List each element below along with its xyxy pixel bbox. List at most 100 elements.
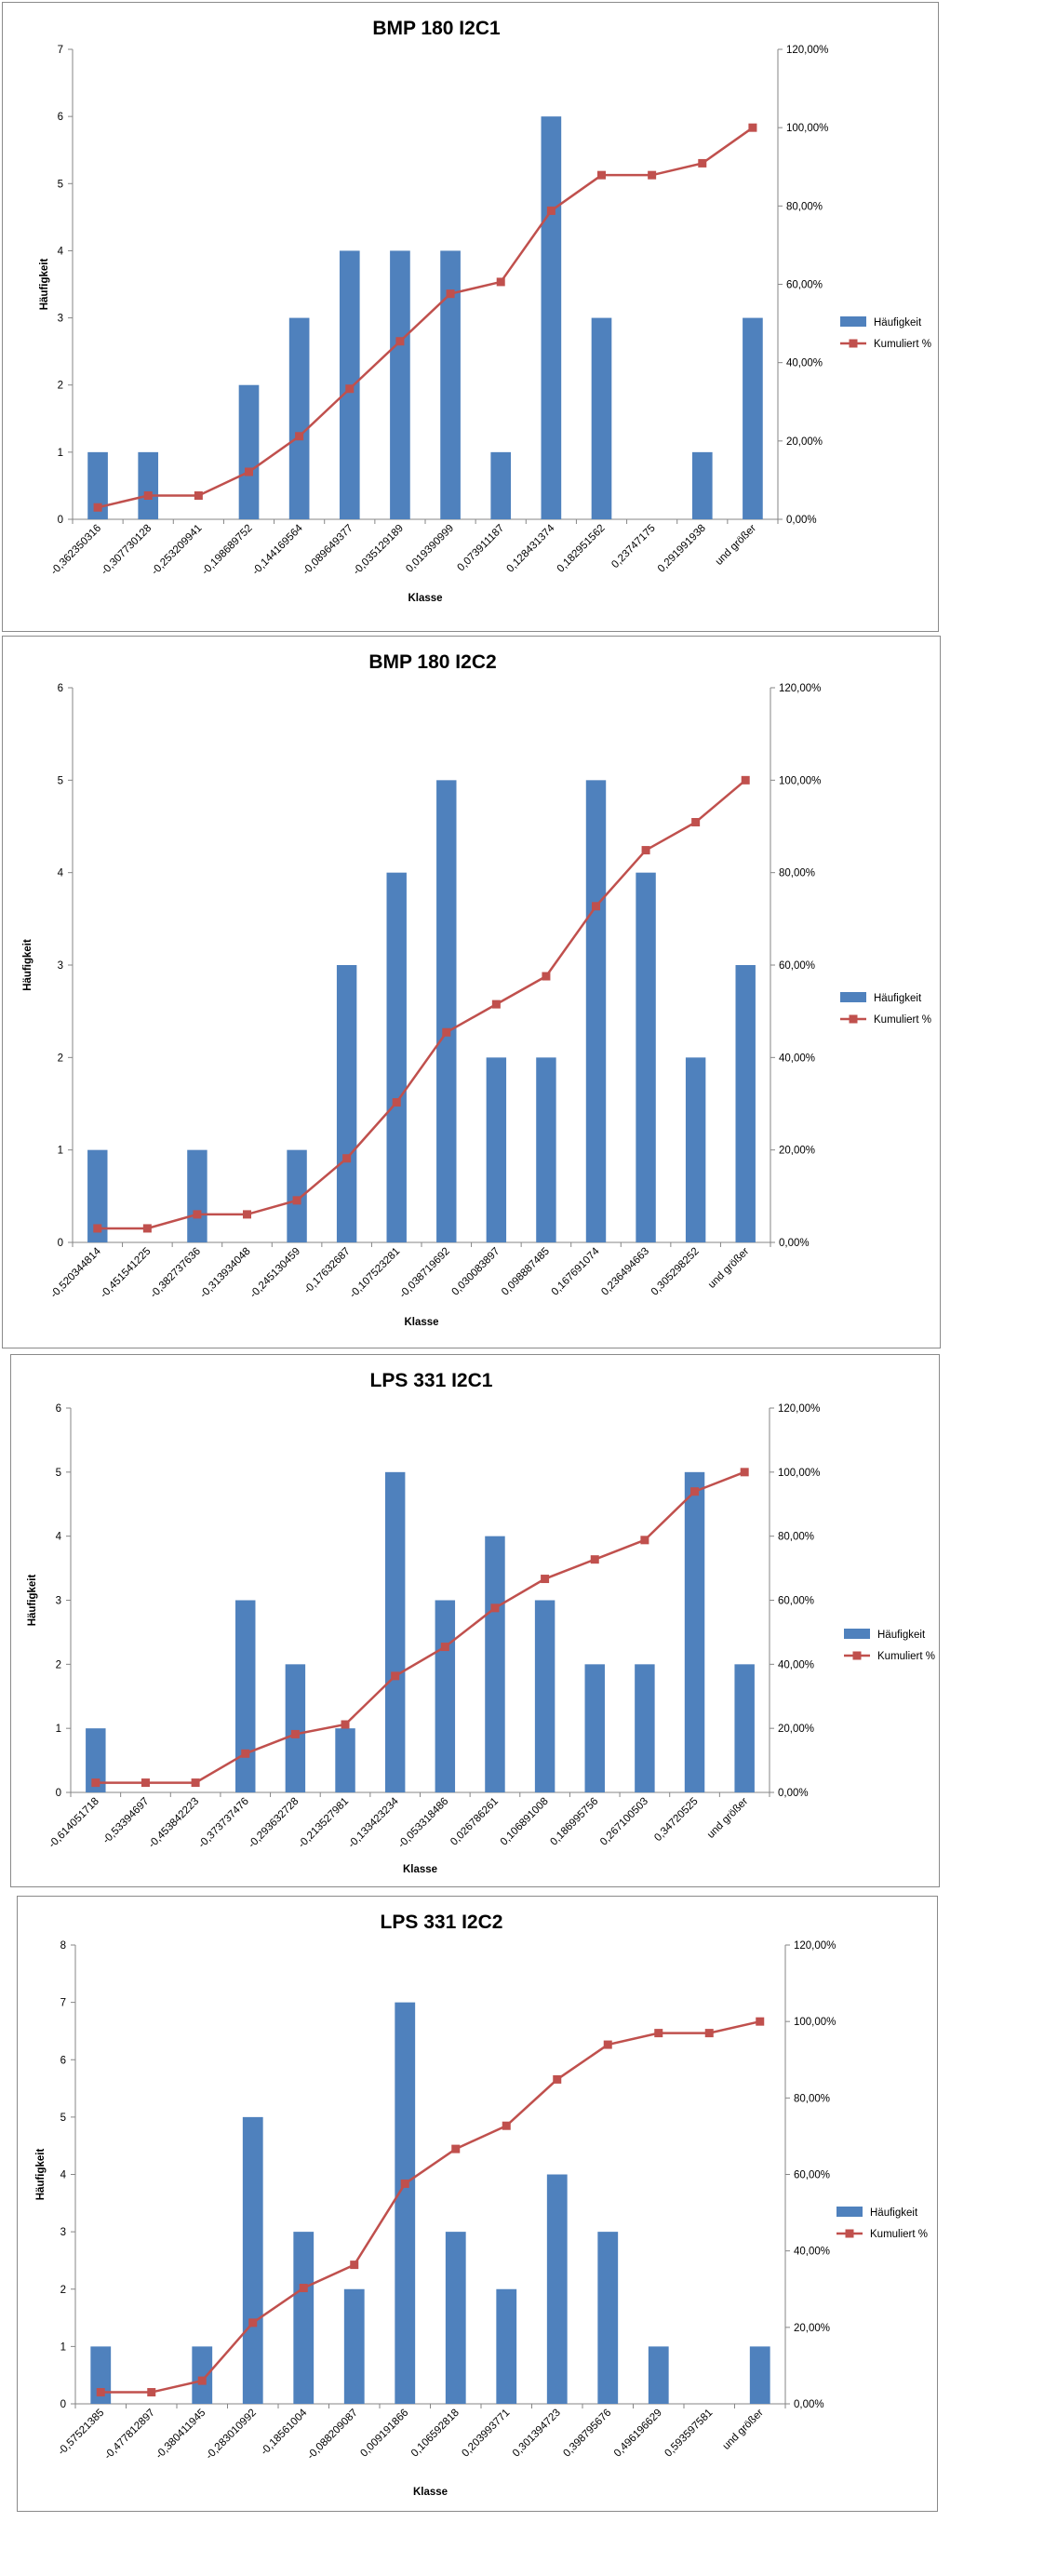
x-tick-label: 0,203993771 <box>460 2408 512 2460</box>
y2-tick-label: 80,00% <box>779 868 815 879</box>
y2-tick-label: 80,00% <box>778 1532 814 1543</box>
legend-label-kumuliert: Kumuliert % <box>870 2229 928 2240</box>
y-tick-label: 3 <box>60 2227 66 2238</box>
x-tick-label: 0,019390999 <box>404 523 456 575</box>
x-tick-label: -0,307730128 <box>100 523 154 578</box>
x-tick-label: -0,245130459 <box>248 1246 303 1301</box>
x-tick-label: -0,089649377 <box>301 523 355 578</box>
y2-tick-label: 120,00% <box>779 683 821 694</box>
legend-swatch-haeufigkeit <box>840 992 866 1002</box>
bar-haeufigkeit <box>749 2346 770 2404</box>
y-tick-label: 5 <box>60 2113 66 2124</box>
y-tick-label: 4 <box>58 246 64 257</box>
line-marker-kumuliert <box>648 170 657 180</box>
legend-marker-kumuliert <box>852 1651 862 1660</box>
legend-label-kumuliert: Kumuliert % <box>874 1014 931 1026</box>
x-tick-label: 0,236494663 <box>599 1246 651 1298</box>
bar-haeufigkeit <box>87 451 108 519</box>
line-kumuliert <box>97 127 754 509</box>
y-tick-label: 3 <box>58 314 63 325</box>
legend-label-haeufigkeit: Häufigkeit <box>877 1630 926 1641</box>
y2-tick-label: 20,00% <box>794 2323 830 2334</box>
line-marker-kumuliert <box>299 2284 308 2293</box>
legend-marker-kumuliert <box>849 339 858 348</box>
x-tick-label: -0,293632728 <box>247 1796 301 1851</box>
y-tick-label: 3 <box>58 960 63 972</box>
x-tick-label: -0,198689752 <box>200 523 255 578</box>
y-tick-label: 6 <box>58 112 63 123</box>
chart-lps331-i2c2: LPS 331 I2C20123456780,00%20,00%40,00%60… <box>35 1912 928 2498</box>
line-marker-kumuliert <box>395 337 405 346</box>
legend-label-haeufigkeit: Häufigkeit <box>874 993 922 1004</box>
y-tick-label: 6 <box>58 683 63 694</box>
x-tick-label: 0,305298252 <box>649 1246 702 1298</box>
line-marker-kumuliert <box>502 2121 511 2130</box>
x-tick-label: 0,106891008 <box>499 1796 551 1848</box>
line-marker-kumuliert <box>553 2074 562 2084</box>
line-marker-kumuliert <box>654 2029 663 2038</box>
x-tick-label: 0,128431374 <box>505 522 557 574</box>
chart-lps331-i2c1: LPS 331 I2C101234560,00%20,00%40,00%60,0… <box>27 1370 935 1875</box>
chart-title: LPS 331 I2C1 <box>370 1370 493 1391</box>
legend-swatch-haeufigkeit <box>844 1629 870 1639</box>
y-tick-label: 2 <box>58 381 63 392</box>
y2-tick-label: 120,00% <box>786 45 828 56</box>
bar-haeufigkeit <box>743 317 763 519</box>
bar-haeufigkeit <box>734 1664 755 1792</box>
line-marker-kumuliert <box>392 1098 401 1107</box>
x-tick-label: 0,291991938 <box>656 523 708 575</box>
line-marker-kumuliert <box>446 289 455 299</box>
line-marker-kumuliert <box>740 1468 749 1477</box>
chart-title: LPS 331 I2C2 <box>381 1912 503 1933</box>
x-tick-label: 0,23747175 <box>609 523 657 570</box>
line-marker-kumuliert <box>496 277 505 287</box>
bar-haeufigkeit <box>386 872 407 1242</box>
x-tick-label: -0,213527981 <box>296 1796 351 1851</box>
line-marker-kumuliert <box>290 1729 300 1738</box>
bar-haeufigkeit <box>735 965 756 1242</box>
x-tick-label: 0,301394723 <box>511 2408 563 2460</box>
line-marker-kumuliert <box>194 490 203 500</box>
x-tick-label: -0,088209087 <box>305 2408 360 2462</box>
x-tick-label: -0,477812897 <box>102 2408 157 2462</box>
bar-haeufigkeit <box>395 2002 416 2404</box>
x-tick-label: 0,009191866 <box>358 2408 410 2460</box>
bar-haeufigkeit <box>534 1600 555 1792</box>
bar-haeufigkeit <box>138 451 159 519</box>
y-tick-label: 2 <box>60 2285 66 2296</box>
line-marker-kumuliert <box>400 2179 409 2188</box>
y-tick-label: 1 <box>58 448 63 459</box>
y-tick-label: 0 <box>56 1788 61 1799</box>
line-marker-kumuliert <box>93 1224 102 1233</box>
x-tick-label: 0,593597581 <box>663 2408 715 2460</box>
line-marker-kumuliert <box>345 384 355 394</box>
line-marker-kumuliert <box>541 1575 550 1584</box>
x-tick-label: -0,614051718 <box>47 1796 101 1851</box>
y-tick-label: 2 <box>56 1659 61 1670</box>
bar-haeufigkeit <box>635 1664 655 1792</box>
line-marker-kumuliert <box>193 1210 202 1219</box>
bar-haeufigkeit <box>390 250 410 519</box>
line-kumuliert <box>95 1470 745 1784</box>
x-tick-label: -0,453842223 <box>147 1796 202 1851</box>
bar-haeufigkeit <box>648 2346 669 2404</box>
y2-tick-label: 60,00% <box>779 960 815 972</box>
bar-haeufigkeit <box>546 2174 568 2404</box>
x-tick-label: 0,030083897 <box>450 1246 502 1298</box>
line-marker-kumuliert <box>341 1720 350 1729</box>
x-tick-label: und größer <box>721 2408 766 2452</box>
y-tick-label: 2 <box>58 1053 63 1064</box>
line-kumuliert <box>100 2019 761 2394</box>
line-marker-kumuliert <box>295 432 304 441</box>
line-marker-kumuliert <box>641 846 650 855</box>
line-marker-kumuliert <box>704 2029 714 2038</box>
bar-haeufigkeit <box>485 1536 505 1792</box>
bar-haeufigkeit <box>293 2232 315 2404</box>
y-tick-label: 3 <box>56 1596 61 1607</box>
legend-label-haeufigkeit: Häufigkeit <box>870 2207 918 2219</box>
bar-haeufigkeit <box>445 2232 466 2404</box>
bar-haeufigkeit <box>435 1600 456 1792</box>
y2-tick-label: 20,00% <box>786 436 823 448</box>
y2-tick-label: 100,00% <box>778 1468 820 1479</box>
y2-tick-label: 100,00% <box>794 2017 836 2028</box>
